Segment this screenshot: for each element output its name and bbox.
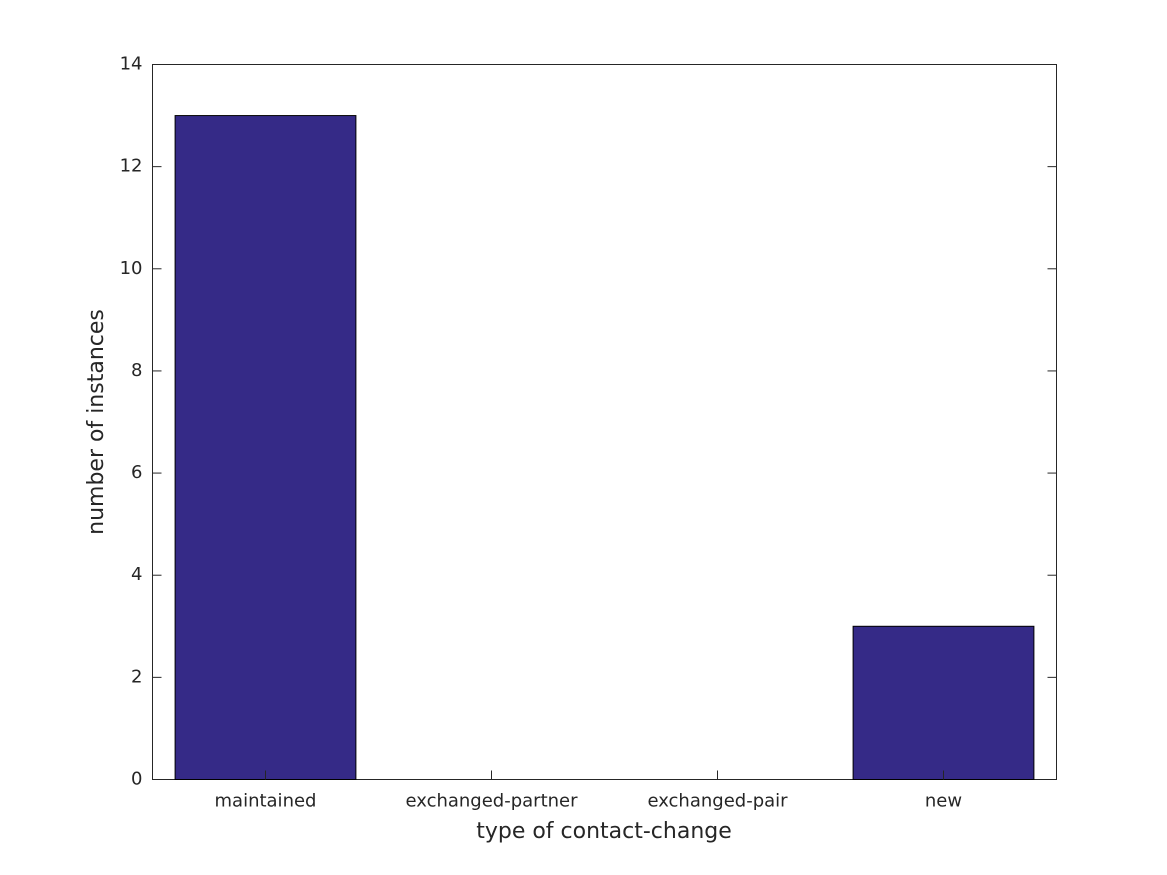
- bar: [174, 115, 357, 781]
- y-tick-label: 6: [131, 462, 142, 483]
- y-tick-label: 8: [131, 360, 142, 381]
- y-tick-label: 4: [131, 564, 142, 585]
- x-tick-label: maintained: [215, 791, 317, 812]
- x-tick-label: new: [925, 791, 962, 812]
- y-tick-label: 2: [131, 666, 142, 687]
- y-tick-label: 12: [120, 156, 143, 177]
- y-tick-label: 0: [131, 769, 142, 790]
- y-tick-label: 10: [120, 258, 143, 279]
- y-axis-label: number of instances: [84, 309, 109, 535]
- x-tick-label: exchanged-pair: [647, 791, 788, 812]
- axes-box: [152, 64, 1057, 780]
- x-axis-label: type of contact-change: [476, 819, 732, 844]
- y-tick-label: 14: [120, 54, 143, 75]
- bar: [852, 625, 1035, 780]
- x-tick-label: exchanged-partner: [405, 791, 578, 812]
